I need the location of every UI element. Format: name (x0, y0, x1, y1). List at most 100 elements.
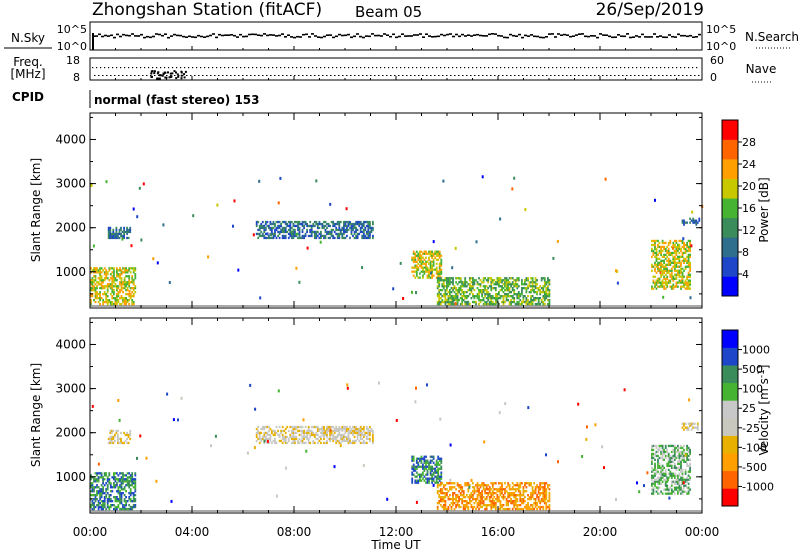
vel-cell (488, 490, 491, 493)
power-cell (120, 279, 123, 282)
vel-cell (123, 500, 126, 503)
nave-point (346, 75, 348, 76)
power-cell (670, 273, 673, 276)
freq-point (656, 67, 658, 69)
power-cell (103, 285, 106, 288)
power-cell (333, 224, 336, 228)
nave-point (450, 75, 452, 76)
power-cell (487, 291, 490, 294)
noise-point (134, 35, 137, 37)
power-cell (485, 285, 488, 288)
power-cell (99, 271, 101, 274)
vel-cell (542, 490, 545, 493)
vel-cell (548, 505, 551, 509)
vel-cell (91, 404, 94, 408)
vel-cell (655, 472, 658, 475)
vel-cell (254, 407, 257, 411)
power-cell (118, 232, 121, 236)
vel-cell (111, 476, 114, 479)
vel-cell (681, 476, 684, 479)
power-cell (498, 279, 500, 282)
vel-cell (487, 488, 490, 491)
vel-cell (476, 494, 479, 497)
vel-cell (490, 492, 493, 495)
vel-cell (437, 457, 440, 460)
vel-cell (361, 433, 364, 437)
noise-point (104, 34, 107, 37)
noise-point (224, 34, 227, 36)
power-cell (294, 224, 296, 228)
vel-cell (660, 466, 662, 469)
power-cell (261, 232, 264, 236)
vel-cell (303, 431, 305, 435)
vel-cell (268, 433, 270, 437)
power-cell (444, 302, 447, 306)
power-cell (425, 264, 427, 267)
power-cell (444, 289, 447, 292)
vel-cell (683, 448, 685, 452)
vel-cell (651, 454, 653, 458)
noise-point (605, 34, 608, 36)
power-cell (435, 252, 438, 255)
power-cell (415, 268, 418, 271)
power-cell (260, 230, 263, 234)
vel-cell (111, 490, 114, 493)
vel-cell (670, 480, 673, 483)
power-cell (452, 297, 454, 300)
power-cell (109, 232, 112, 236)
vel-cell (684, 478, 687, 481)
vel-cell (320, 437, 322, 441)
freq-point (168, 76, 171, 79)
vel-cell (452, 498, 454, 501)
power-cell (654, 281, 656, 284)
power-cell (681, 221, 684, 224)
vel-cell (658, 462, 661, 465)
vel-cell (452, 502, 454, 505)
vel-cell (332, 425, 335, 429)
power-colorbar-label: Power [dB] (757, 177, 771, 242)
vel-cell (105, 494, 108, 497)
power-cell (522, 283, 525, 286)
vel-cell (661, 456, 664, 460)
freq-point (424, 67, 426, 69)
power-cell (692, 219, 695, 222)
noise-trace (92, 33, 701, 50)
vel-cell (335, 425, 338, 429)
vel-cell (356, 437, 359, 441)
power-cell (528, 291, 531, 294)
vel-cell (134, 474, 137, 477)
power-cell (664, 277, 667, 280)
power-cell (345, 207, 348, 211)
power-cell (504, 277, 506, 280)
vel-cell (103, 498, 106, 501)
vel-cell (654, 478, 656, 481)
vel-cell (214, 434, 217, 438)
vel-cell (415, 475, 418, 478)
power-cell (90, 283, 92, 286)
power-cell (281, 230, 284, 234)
vel-cell (266, 431, 269, 435)
power-cell (91, 269, 94, 272)
power-cell (125, 293, 127, 296)
power-cell (306, 222, 308, 226)
power-cell (122, 300, 124, 304)
power-cell (94, 269, 97, 272)
vel-cell (548, 507, 551, 511)
power-cell (652, 279, 655, 282)
vel-cell (663, 450, 665, 454)
power-cell (90, 299, 92, 302)
power-cell (333, 222, 336, 226)
vel-cell (435, 463, 438, 466)
vel-cell (655, 480, 658, 483)
noise-point (212, 33, 215, 35)
vel-cell (493, 502, 496, 505)
power-cell (329, 224, 331, 228)
nave-point (390, 75, 392, 76)
power-cell (327, 222, 330, 226)
vel-cell (527, 502, 529, 505)
vel-cell (268, 441, 270, 445)
power-cell (258, 224, 261, 228)
power-cell (472, 277, 474, 280)
power-cell (524, 295, 526, 298)
vel-cell (487, 494, 490, 497)
